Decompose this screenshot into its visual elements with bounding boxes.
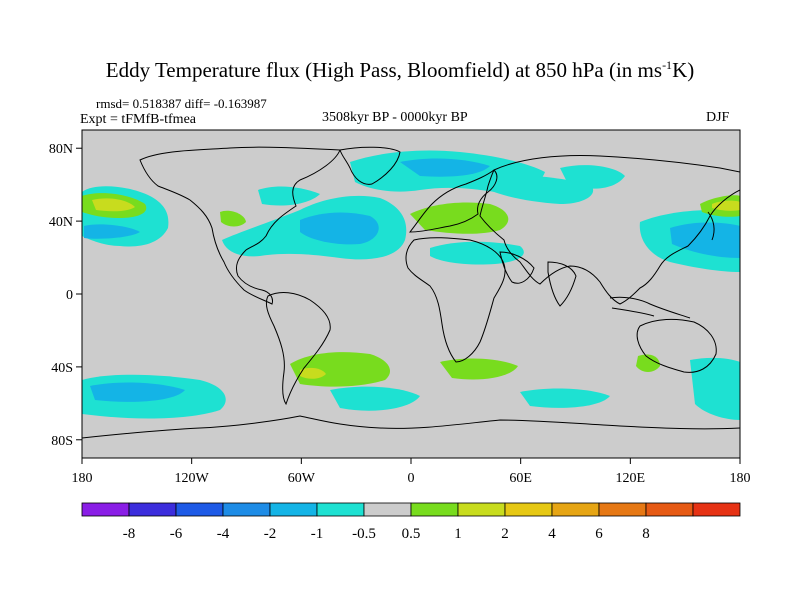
colorbar-label-7: 1: [454, 526, 462, 542]
lon-tick-label-1: 120W: [175, 471, 210, 486]
lon-tick-label-3: 0: [408, 471, 415, 486]
lon-tick-label-0: 180: [72, 471, 93, 486]
contour-s-indian-cyan: [520, 388, 610, 408]
colorbar-swatch-8: [457, 502, 506, 517]
season-label: DJF: [706, 110, 730, 125]
colorbar-label-6: 0.5: [402, 526, 421, 542]
coast-europe: [408, 169, 498, 233]
colorbar-swatch-10: [551, 502, 600, 517]
colorbar-swatch-5: [316, 502, 365, 517]
lat-tick-label-0: 80N: [49, 142, 73, 157]
colorbar-label-2: -4: [217, 526, 230, 542]
colorbar-swatch-12: [645, 502, 694, 517]
colorbar-label-10: 6: [595, 526, 603, 542]
colorbar: -8 -6 -4 -2 -1 -0.5 0.5 1 2 4 6 8: [81, 502, 741, 542]
plot-title: Eddy Temperature flux (High Pass, Bloomf…: [105, 58, 695, 82]
colorbar-swatch-11: [598, 502, 647, 517]
contour-europe-green: [410, 202, 509, 234]
colorbar-label-9: 4: [548, 526, 556, 542]
colorbar-swatch-4: [269, 502, 318, 517]
lat-tick-label-2: 0: [66, 288, 73, 303]
colorbar-label-1: -6: [170, 526, 183, 542]
coast-india: [547, 261, 577, 307]
colorbar-swatch-7: [410, 502, 459, 517]
contour-n-pacific-east-blue: [84, 224, 140, 239]
coast-australia: [636, 318, 717, 373]
coast-south-america: [265, 292, 331, 406]
colorbar-label-3: -2: [264, 526, 277, 542]
colorbar-swatch-9: [504, 502, 553, 517]
contour-w-pacific-inner: [670, 222, 740, 258]
lon-tick-label-5: 120E: [616, 471, 646, 486]
contour-japan-yellow: [712, 200, 740, 211]
contour-n-atlantic-blob2: [258, 186, 320, 206]
colorbar-label-5: -0.5: [352, 526, 376, 542]
coast-indonesia: [609, 296, 691, 319]
contour-s-pacific-east: [690, 357, 740, 420]
lat-tick-label-1: 40N: [49, 215, 73, 230]
lon-tick-label-4: 60E: [509, 471, 532, 486]
colorbar-swatch-1: [128, 502, 177, 517]
contour-n-america-west: [220, 210, 246, 227]
lat-tick-label-3: 40S: [51, 361, 73, 376]
lon-axis: 180 120W 60W 0 60E 120E 180: [72, 458, 751, 486]
contour-s-africa-green: [440, 358, 518, 380]
colorbar-swatch-13: [692, 502, 741, 517]
lat-tick-label-4: 80S: [51, 434, 73, 449]
coast-arabia: [499, 251, 535, 284]
experiment-label: Expt = tFMfB-tfmea: [80, 112, 196, 127]
lon-tick-label-2: 60W: [288, 471, 316, 486]
period-label: 3508kyr BP - 0000kyr BP: [322, 110, 468, 125]
contour-s-australia-green: [636, 354, 660, 372]
rmsd-diff-text: rmsd= 0.518387 diff= -0.163987: [96, 96, 267, 111]
coast-japan: [707, 211, 715, 241]
colorbar-swatch-6: [363, 502, 412, 517]
contour-s-atlantic-cyan: [330, 386, 420, 411]
colorbar-swatch-0: [81, 502, 130, 517]
contour-central-asia: [485, 174, 594, 204]
coast-greenland: [339, 146, 401, 185]
colorbar-swatch-2: [175, 502, 224, 517]
contour-mid-east: [430, 241, 524, 265]
coastlines: [82, 146, 740, 439]
lat-axis: 80N 40N 0 40S 80S: [49, 142, 82, 449]
coast-africa: [405, 237, 506, 363]
coast-antarctica: [82, 415, 740, 439]
contour-s-pacific-west-inner: [90, 382, 185, 402]
colorbar-label-11: 8: [642, 526, 650, 542]
colorbar-label-4: -1: [311, 526, 324, 542]
contour-arctic-inner: [400, 158, 490, 177]
colorbar-swatch-3: [222, 502, 271, 517]
colorbar-label-0: -8: [123, 526, 136, 542]
contour-field: [82, 150, 740, 420]
contour-n-pacific-east-core: [92, 198, 135, 212]
contour-n-atlantic-inner: [300, 212, 379, 245]
colorbar-label-8: 2: [501, 526, 509, 542]
lon-tick-label-6: 180: [730, 471, 751, 486]
contour-s-america-yellow: [300, 367, 326, 379]
coast-asia: [479, 155, 740, 305]
